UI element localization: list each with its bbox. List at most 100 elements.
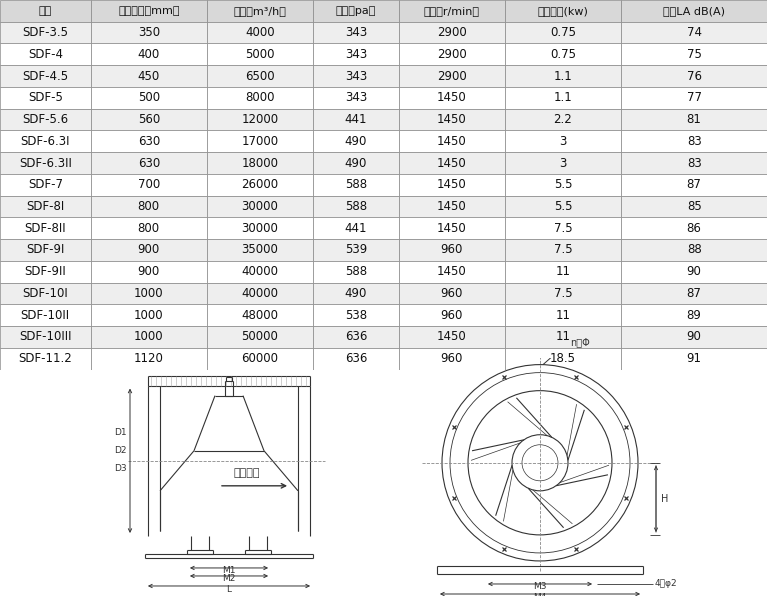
Bar bbox=[0, 65, 91, 87]
Bar bbox=[399, 21, 505, 44]
Text: 539: 539 bbox=[344, 244, 367, 256]
Text: 7.5: 7.5 bbox=[554, 222, 572, 235]
Bar bbox=[207, 174, 313, 195]
Text: 2900: 2900 bbox=[437, 26, 466, 39]
Text: SDF-10III: SDF-10III bbox=[19, 330, 71, 343]
Text: 6500: 6500 bbox=[245, 70, 275, 83]
Bar bbox=[207, 131, 313, 152]
Bar bbox=[621, 283, 767, 305]
Text: 1450: 1450 bbox=[437, 135, 466, 148]
Text: 441: 441 bbox=[344, 222, 367, 235]
Bar bbox=[399, 348, 505, 370]
Bar bbox=[505, 65, 621, 87]
Bar bbox=[399, 283, 505, 305]
Text: 30000: 30000 bbox=[242, 200, 278, 213]
Text: 490: 490 bbox=[344, 157, 367, 169]
Bar bbox=[313, 326, 399, 348]
Text: SDF-10I: SDF-10I bbox=[22, 287, 68, 300]
Bar bbox=[313, 0, 399, 21]
Bar bbox=[91, 326, 207, 348]
Text: 噪声LA dB(A): 噪声LA dB(A) bbox=[663, 6, 725, 16]
Text: 343: 343 bbox=[344, 91, 367, 104]
Bar bbox=[505, 195, 621, 218]
Text: 441: 441 bbox=[344, 113, 367, 126]
Text: 87: 87 bbox=[686, 178, 702, 191]
Text: 700: 700 bbox=[137, 178, 160, 191]
Bar bbox=[505, 87, 621, 108]
Bar bbox=[0, 174, 91, 195]
Text: 75: 75 bbox=[686, 48, 702, 61]
Text: 91: 91 bbox=[686, 352, 702, 365]
Text: 1000: 1000 bbox=[134, 330, 163, 343]
Text: 450: 450 bbox=[137, 70, 160, 83]
Bar bbox=[505, 261, 621, 283]
Text: 18000: 18000 bbox=[242, 157, 278, 169]
Bar bbox=[207, 326, 313, 348]
Text: 5000: 5000 bbox=[245, 48, 275, 61]
Bar bbox=[207, 261, 313, 283]
Bar bbox=[399, 44, 505, 65]
Bar bbox=[313, 283, 399, 305]
Text: 0.75: 0.75 bbox=[550, 48, 576, 61]
Text: SDF-9I: SDF-9I bbox=[26, 244, 64, 256]
Text: 588: 588 bbox=[345, 178, 367, 191]
Text: 960: 960 bbox=[440, 244, 463, 256]
Bar bbox=[313, 44, 399, 65]
Text: SDF-9II: SDF-9II bbox=[25, 265, 66, 278]
Text: 800: 800 bbox=[138, 200, 160, 213]
Text: 4－φ2: 4－φ2 bbox=[655, 579, 677, 588]
Bar bbox=[621, 218, 767, 239]
Bar bbox=[313, 65, 399, 87]
Text: SDF-5.6: SDF-5.6 bbox=[22, 113, 68, 126]
Text: 1.1: 1.1 bbox=[554, 70, 572, 83]
Text: 1450: 1450 bbox=[437, 330, 466, 343]
Bar bbox=[91, 131, 207, 152]
Text: 630: 630 bbox=[137, 157, 160, 169]
Text: 1000: 1000 bbox=[134, 287, 163, 300]
Bar bbox=[313, 195, 399, 218]
Text: 960: 960 bbox=[440, 352, 463, 365]
Text: 11: 11 bbox=[555, 309, 571, 322]
Text: 343: 343 bbox=[344, 48, 367, 61]
Text: M1: M1 bbox=[222, 566, 235, 575]
Bar bbox=[207, 65, 313, 87]
Bar bbox=[91, 261, 207, 283]
Text: 81: 81 bbox=[686, 113, 702, 126]
Text: SDF-4.5: SDF-4.5 bbox=[22, 70, 68, 83]
Text: 3: 3 bbox=[559, 135, 567, 148]
Text: 490: 490 bbox=[344, 287, 367, 300]
Bar bbox=[399, 87, 505, 108]
Bar bbox=[207, 305, 313, 326]
Text: SDF-7: SDF-7 bbox=[28, 178, 63, 191]
Text: 500: 500 bbox=[138, 91, 160, 104]
Text: 74: 74 bbox=[686, 26, 702, 39]
Bar bbox=[207, 152, 313, 174]
Text: n－Φ: n－Φ bbox=[570, 337, 590, 347]
Text: SDF-11.2: SDF-11.2 bbox=[18, 352, 72, 365]
Text: 2900: 2900 bbox=[437, 48, 466, 61]
Text: 气流方向: 气流方向 bbox=[234, 468, 260, 478]
Bar bbox=[207, 239, 313, 261]
Text: 11: 11 bbox=[555, 265, 571, 278]
Text: 636: 636 bbox=[344, 330, 367, 343]
Bar bbox=[0, 283, 91, 305]
Text: SDF-3.5: SDF-3.5 bbox=[22, 26, 68, 39]
Text: SDF-6.3I: SDF-6.3I bbox=[21, 135, 70, 148]
Bar bbox=[313, 131, 399, 152]
Text: 1450: 1450 bbox=[437, 91, 466, 104]
Text: 538: 538 bbox=[345, 309, 367, 322]
Bar bbox=[207, 195, 313, 218]
Text: 350: 350 bbox=[138, 26, 160, 39]
Text: H: H bbox=[661, 494, 668, 504]
Bar bbox=[91, 239, 207, 261]
Bar bbox=[505, 239, 621, 261]
Bar bbox=[313, 218, 399, 239]
Bar bbox=[621, 21, 767, 44]
Bar bbox=[505, 326, 621, 348]
Bar bbox=[91, 348, 207, 370]
Bar bbox=[207, 21, 313, 44]
Bar bbox=[313, 239, 399, 261]
Text: 88: 88 bbox=[686, 244, 702, 256]
Bar bbox=[313, 261, 399, 283]
Text: 90: 90 bbox=[686, 265, 702, 278]
